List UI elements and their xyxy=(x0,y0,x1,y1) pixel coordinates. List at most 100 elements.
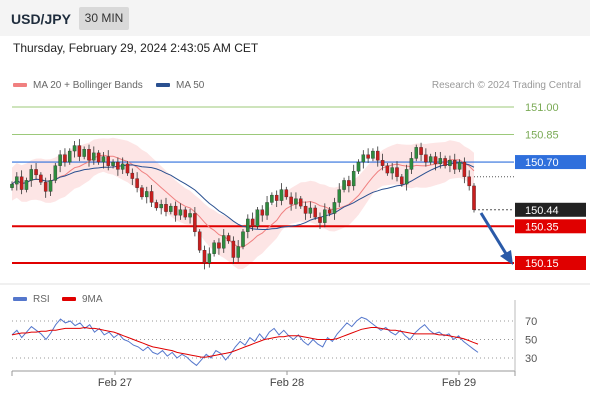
legend-rsi-ma: 9MA xyxy=(62,294,103,305)
candle-body xyxy=(284,189,289,198)
candle-body xyxy=(452,160,457,170)
candle-body xyxy=(347,180,351,187)
candle-body xyxy=(308,207,313,214)
candle-body xyxy=(111,161,115,166)
candle-body xyxy=(87,149,91,161)
level-label: 150.85 xyxy=(525,130,559,142)
candle-body xyxy=(92,152,96,161)
candle-body xyxy=(154,202,159,209)
candle-body xyxy=(15,176,19,185)
candle-body xyxy=(183,209,187,218)
candle-body xyxy=(351,171,356,187)
legend-ma20: MA 20 + Bollinger Bands xyxy=(13,80,143,91)
candle-body xyxy=(82,149,86,157)
candle-body xyxy=(120,163,125,170)
ma20-label: MA 20 + Bollinger Bands xyxy=(33,80,143,91)
candle-body xyxy=(428,156,433,163)
x-axis-label: Feb 29 xyxy=(442,377,476,389)
rsi-level-label: 30 xyxy=(525,353,537,365)
candle-body xyxy=(212,242,216,254)
candle-body xyxy=(289,196,293,205)
ma50-swatch xyxy=(156,83,170,88)
candle-body xyxy=(438,158,443,165)
candle-body xyxy=(63,154,67,163)
candle-body xyxy=(236,246,240,258)
candle-body xyxy=(221,235,226,249)
level-label: 150.35 xyxy=(525,221,559,233)
legend-ma50: MA 50 xyxy=(156,80,204,91)
rsi-ma-swatch xyxy=(62,297,76,302)
candle-body xyxy=(433,156,438,165)
level-tag xyxy=(515,155,586,170)
forecast-arrow-head xyxy=(500,250,513,265)
level-tag xyxy=(515,202,586,217)
candle-body xyxy=(260,209,264,216)
credit-text: Research © 2024 Trading Central xyxy=(431,80,581,91)
candle-body xyxy=(48,180,53,192)
candle-body xyxy=(457,161,462,170)
candle-body xyxy=(448,160,452,166)
candle-body xyxy=(53,165,58,181)
candle-body xyxy=(342,180,346,190)
candle-body xyxy=(375,150,380,161)
candle-body xyxy=(140,187,144,198)
candle-body xyxy=(135,178,139,188)
candle-body xyxy=(43,182,48,192)
candle-body xyxy=(390,167,394,174)
candle-body xyxy=(337,189,341,203)
candle-body xyxy=(68,150,72,163)
rsi-ma-label: 9MA xyxy=(82,294,103,305)
candle-body xyxy=(39,174,43,183)
candle-body xyxy=(10,183,14,188)
candle-body xyxy=(29,169,33,181)
level-label: 150.15 xyxy=(525,258,559,270)
candle-body xyxy=(58,154,62,166)
candle-body xyxy=(380,160,385,166)
candle-body xyxy=(270,194,274,203)
candle-body xyxy=(246,218,250,232)
candle-body xyxy=(207,253,212,264)
candle-body xyxy=(366,154,370,159)
candle-body xyxy=(72,145,77,152)
candle-body xyxy=(231,240,236,258)
candle-body xyxy=(294,198,298,205)
candle-body xyxy=(149,191,154,203)
candle-body xyxy=(327,209,332,214)
level-label: 150.44 xyxy=(525,205,559,217)
candle-body xyxy=(164,204,168,212)
candle-body xyxy=(178,209,183,216)
candle-body xyxy=(371,150,375,159)
rsi-swatch xyxy=(13,297,27,302)
candle-body xyxy=(116,161,120,170)
ma20-swatch xyxy=(13,83,27,88)
candle-body xyxy=(193,213,197,232)
legend-rsi: RSI xyxy=(13,294,50,305)
ma50-line xyxy=(11,162,475,230)
candle-body xyxy=(106,156,111,166)
candle-body xyxy=(24,180,29,190)
rsi-ma-line xyxy=(11,326,479,358)
candle-body xyxy=(279,189,284,201)
level-label: 151.00 xyxy=(525,102,559,114)
rsi-label: RSI xyxy=(33,294,50,305)
candle-body xyxy=(303,205,308,214)
x-axis-label: Feb 27 xyxy=(98,377,132,389)
candle-body xyxy=(255,209,260,227)
candle-body xyxy=(265,202,269,216)
candle-body xyxy=(188,213,192,218)
candle-body xyxy=(274,194,279,201)
candle-body xyxy=(125,163,130,174)
timeframe-button[interactable]: 30 MIN xyxy=(79,7,129,30)
candle-body xyxy=(202,250,207,264)
forecast-arrow xyxy=(479,212,510,258)
candle-body xyxy=(298,198,303,207)
bollinger-band xyxy=(12,137,474,270)
header-bar: USD/JPY 30 MIN xyxy=(0,0,590,36)
candle-body xyxy=(77,145,82,157)
candle-body xyxy=(226,235,231,242)
candle-body xyxy=(424,154,428,163)
candle-body xyxy=(409,158,414,170)
candle-body xyxy=(313,207,317,218)
level-label: 150.70 xyxy=(525,157,559,169)
